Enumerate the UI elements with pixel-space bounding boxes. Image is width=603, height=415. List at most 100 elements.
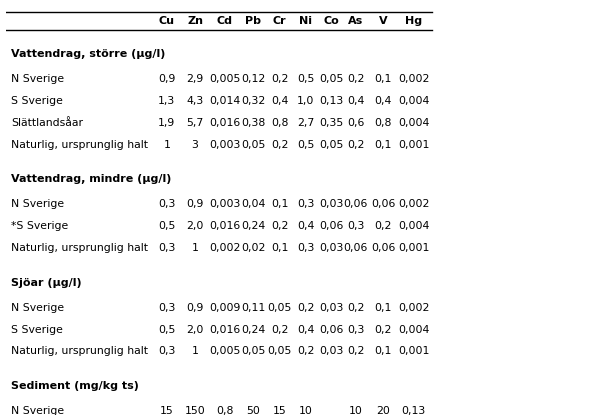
Text: 0,2: 0,2 <box>374 221 392 231</box>
Text: 0,1: 0,1 <box>271 199 288 209</box>
Text: 0,2: 0,2 <box>271 325 288 334</box>
Text: 0,5: 0,5 <box>297 140 314 150</box>
Text: 0,1: 0,1 <box>271 243 288 253</box>
Text: S Sverige: S Sverige <box>11 96 63 106</box>
Text: 1: 1 <box>163 140 170 150</box>
Text: 0,001: 0,001 <box>398 243 429 253</box>
Text: 0,1: 0,1 <box>374 347 392 356</box>
Text: 5,7: 5,7 <box>186 118 204 128</box>
Text: 0,5: 0,5 <box>158 325 175 334</box>
Text: 0,3: 0,3 <box>347 221 365 231</box>
Text: V: V <box>379 16 387 26</box>
Text: 0,003: 0,003 <box>209 199 241 209</box>
Text: 1,3: 1,3 <box>158 96 175 106</box>
Text: 0,014: 0,014 <box>209 96 241 106</box>
Text: 0,5: 0,5 <box>297 74 314 84</box>
Text: 0,03: 0,03 <box>319 199 343 209</box>
Text: Cu: Cu <box>159 16 175 26</box>
Text: 0,05: 0,05 <box>268 303 292 312</box>
Text: 10: 10 <box>298 406 312 415</box>
Text: 0,016: 0,016 <box>209 221 241 231</box>
Text: 0,004: 0,004 <box>398 325 429 334</box>
Text: 0,9: 0,9 <box>186 199 204 209</box>
Text: 0,2: 0,2 <box>271 74 288 84</box>
Text: Vattendrag, mindre (µg/l): Vattendrag, mindre (µg/l) <box>11 174 171 184</box>
Text: 0,001: 0,001 <box>398 140 429 150</box>
Text: 0,8: 0,8 <box>271 118 288 128</box>
Text: N Sverige: N Sverige <box>11 74 64 84</box>
Text: 0,3: 0,3 <box>158 347 175 356</box>
Text: 0,002: 0,002 <box>398 74 429 84</box>
Text: Pb: Pb <box>245 16 261 26</box>
Text: 15: 15 <box>273 406 286 415</box>
Text: N Sverige: N Sverige <box>11 199 64 209</box>
Text: 0,4: 0,4 <box>374 96 392 106</box>
Text: 150: 150 <box>185 406 206 415</box>
Text: 0,4: 0,4 <box>297 325 314 334</box>
Text: 2,9: 2,9 <box>186 74 204 84</box>
Text: 0,001: 0,001 <box>398 347 429 356</box>
Text: 1: 1 <box>192 347 198 356</box>
Text: 0,002: 0,002 <box>209 243 241 253</box>
Text: 0,3: 0,3 <box>158 199 175 209</box>
Text: 0,005: 0,005 <box>209 74 241 84</box>
Text: 0,2: 0,2 <box>297 347 314 356</box>
Text: Sediment (mg/kg ts): Sediment (mg/kg ts) <box>11 381 139 391</box>
Text: 0,002: 0,002 <box>398 303 429 312</box>
Text: 0,9: 0,9 <box>186 303 204 312</box>
Text: 2,7: 2,7 <box>297 118 314 128</box>
Text: 3: 3 <box>192 140 198 150</box>
Text: 0,1: 0,1 <box>374 303 392 312</box>
Text: Naturlig, ursprunglig halt: Naturlig, ursprunglig halt <box>11 243 148 253</box>
Text: 2,0: 2,0 <box>186 325 204 334</box>
Text: 0,11: 0,11 <box>241 303 265 312</box>
Text: Zn: Zn <box>187 16 203 26</box>
Text: 0,2: 0,2 <box>271 140 288 150</box>
Text: Hg: Hg <box>405 16 422 26</box>
Text: As: As <box>349 16 364 26</box>
Text: N Sverige: N Sverige <box>11 406 64 415</box>
Text: Naturlig, ursprunglig halt: Naturlig, ursprunglig halt <box>11 347 148 356</box>
Text: 0,05: 0,05 <box>241 347 265 356</box>
Text: Ni: Ni <box>299 16 312 26</box>
Text: 1: 1 <box>192 243 198 253</box>
Text: 0,3: 0,3 <box>297 243 314 253</box>
Text: 0,2: 0,2 <box>347 140 365 150</box>
Text: 0,32: 0,32 <box>241 96 265 106</box>
Text: 0,06: 0,06 <box>319 221 343 231</box>
Text: 0,003: 0,003 <box>209 140 241 150</box>
Text: 0,4: 0,4 <box>347 96 365 106</box>
Text: Naturlig, ursprunglig halt: Naturlig, ursprunglig halt <box>11 140 148 150</box>
Text: 4,3: 4,3 <box>186 96 204 106</box>
Text: 0,02: 0,02 <box>241 243 265 253</box>
Text: 0,004: 0,004 <box>398 118 429 128</box>
Text: *S Sverige: *S Sverige <box>11 221 68 231</box>
Text: 0,12: 0,12 <box>241 74 265 84</box>
Text: 2,0: 2,0 <box>186 221 204 231</box>
Text: 0,06: 0,06 <box>371 243 395 253</box>
Text: 0,004: 0,004 <box>398 96 429 106</box>
Text: 0,04: 0,04 <box>241 199 265 209</box>
Text: 1,0: 1,0 <box>297 96 314 106</box>
Text: 0,13: 0,13 <box>402 406 426 415</box>
Text: 0,2: 0,2 <box>347 303 365 312</box>
Text: 0,06: 0,06 <box>371 199 395 209</box>
Text: 0,05: 0,05 <box>319 74 343 84</box>
Text: 0,05: 0,05 <box>319 140 343 150</box>
Text: 0,13: 0,13 <box>319 96 343 106</box>
Text: 0,06: 0,06 <box>319 325 343 334</box>
Text: 0,016: 0,016 <box>209 325 241 334</box>
Text: 0,03: 0,03 <box>319 243 343 253</box>
Text: 0,9: 0,9 <box>158 74 175 84</box>
Text: 15: 15 <box>160 406 174 415</box>
Text: Cr: Cr <box>273 16 286 26</box>
Text: 0,2: 0,2 <box>374 325 392 334</box>
Text: 0,35: 0,35 <box>319 118 343 128</box>
Text: Slättlandsåar: Slättlandsåar <box>11 118 83 128</box>
Text: 0,002: 0,002 <box>398 199 429 209</box>
Text: Cd: Cd <box>216 16 233 26</box>
Text: Sjöar (µg/l): Sjöar (µg/l) <box>11 278 81 288</box>
Text: 0,38: 0,38 <box>241 118 265 128</box>
Text: 0,6: 0,6 <box>347 118 365 128</box>
Text: 0,05: 0,05 <box>268 347 292 356</box>
